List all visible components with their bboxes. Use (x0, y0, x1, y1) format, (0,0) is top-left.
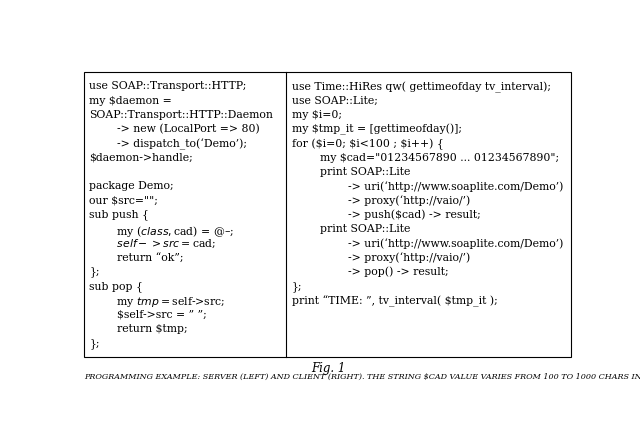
Text: $self->src = ” ”;: $self->src = ” ”; (90, 309, 207, 319)
Text: -> proxy(‘http://vaio/’): -> proxy(‘http://vaio/’) (292, 195, 470, 206)
Text: print SOAP::Lite: print SOAP::Lite (292, 224, 410, 233)
Text: SOAP::Transport::HTTP::Daemon: SOAP::Transport::HTTP::Daemon (90, 110, 273, 120)
Text: sub pop {: sub pop { (90, 280, 143, 291)
Text: return “ok”;: return “ok”; (90, 252, 184, 262)
Text: our $src="";: our $src=""; (90, 195, 158, 205)
Text: Fig. 1: Fig. 1 (311, 361, 345, 374)
Text: for ($i=0; $i<100 ; $i++) {: for ($i=0; $i<100 ; $i++) { (292, 138, 444, 149)
Text: package Demo;: package Demo; (90, 181, 174, 191)
Text: -> pop() -> result;: -> pop() -> result; (292, 266, 448, 276)
Text: use Time::HiRes qw( gettimeofday tv_interval);: use Time::HiRes qw( gettimeofday tv_inte… (292, 81, 550, 92)
Text: $daemon->handle;: $daemon->handle; (90, 152, 193, 162)
Text: sub push {: sub push { (90, 209, 149, 220)
Text: use SOAP::Transport::HTTP;: use SOAP::Transport::HTTP; (90, 81, 246, 91)
Text: -> uri(‘http://www.soaplite.com/Demo’): -> uri(‘http://www.soaplite.com/Demo’) (292, 237, 563, 248)
Text: -> dispatch_to(‘Demo’);: -> dispatch_to(‘Demo’); (90, 138, 247, 150)
Text: -> uri(‘http://www.soaplite.com/Demo’): -> uri(‘http://www.soaplite.com/Demo’) (292, 181, 563, 191)
Text: print SOAP::Lite: print SOAP::Lite (292, 167, 410, 177)
Text: return $tmp;: return $tmp; (90, 323, 188, 333)
Text: -> proxy(‘http://vaio/’): -> proxy(‘http://vaio/’) (292, 252, 470, 263)
Text: my $tmp = $self->src;: my $tmp = $self->src; (90, 294, 226, 309)
Text: };: }; (292, 280, 302, 291)
Text: -> push($cad) -> result;: -> push($cad) -> result; (292, 209, 481, 220)
Text: my $cad="01234567890 ... 01234567890";: my $cad="01234567890 ... 01234567890"; (292, 152, 559, 162)
Text: PROGRAMMING EXAMPLE: SERVER (LEFT) AND CLIENT (RIGHT). THE STRING $CAD VALUE VAR: PROGRAMMING EXAMPLE: SERVER (LEFT) AND C… (84, 372, 640, 380)
Bar (84, 73, 572, 357)
Text: print “TIME: ”, tv_interval( $tmp_it );: print “TIME: ”, tv_interval( $tmp_it ); (292, 294, 497, 306)
Text: my ($class, $cad) = @–;: my ($class, $cad) = @–; (90, 224, 234, 238)
Text: use SOAP::Lite;: use SOAP::Lite; (292, 95, 378, 105)
Text: };: }; (90, 337, 100, 348)
Text: $self->src = $cad;: $self->src = $cad; (90, 237, 216, 250)
Text: -> new (LocalPort => 80): -> new (LocalPort => 80) (90, 124, 260, 134)
Text: };: }; (90, 266, 100, 277)
Text: my $tmp_it = [gettimeofday()];: my $tmp_it = [gettimeofday()]; (292, 124, 461, 135)
Text: my $i=0;: my $i=0; (292, 110, 342, 120)
Text: my $daemon =: my $daemon = (90, 95, 172, 105)
